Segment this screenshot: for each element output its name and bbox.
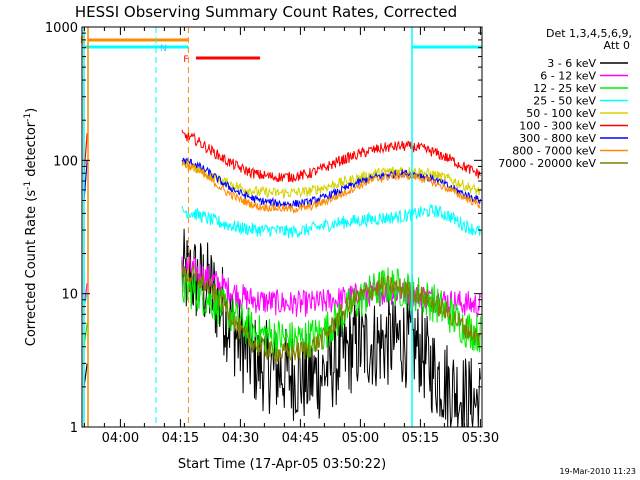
legend-entry-label: 800 - 7000 keV: [512, 145, 596, 158]
legend-entry-label: 300 - 800 keV: [519, 132, 596, 145]
flag-n-label: N: [160, 44, 167, 54]
series-line: [181, 264, 481, 363]
x-tick-label: 04:00: [102, 431, 139, 446]
legend-entry-label: 12 - 25 keV: [533, 82, 596, 95]
legend-entry-label: 50 - 100 keV: [526, 107, 596, 120]
legend-entry-label: 100 - 300 keV: [519, 120, 596, 133]
legend-entry-label: 3 - 6 keV: [547, 57, 596, 70]
legend-header-line1: Det 1,3,4,5,6,9,: [546, 27, 632, 40]
legend-entry-label: 7000 - 20000 keV: [498, 157, 596, 170]
x-tick-label: 04:30: [222, 431, 259, 446]
series-line: [181, 203, 481, 239]
chart-title: HESSI Observing Summary Count Rates, Cor…: [75, 3, 457, 21]
x-tick-label: 04:45: [282, 431, 319, 446]
y-axis-title: Corrected Count Rate (s-1 detector-1): [23, 108, 39, 346]
series-line: [181, 256, 481, 318]
y-tick-label: 1: [70, 421, 78, 436]
x-tick-label: 04:15: [162, 431, 199, 446]
y-tick-label: 100: [53, 154, 78, 169]
series-layer: [83, 129, 481, 428]
y-axis-title-mid: detector: [24, 121, 39, 181]
timestamp-stamp: 19-Mar-2010 11:23: [560, 467, 637, 476]
series-line: [181, 159, 481, 214]
y-axis-title-end: ): [24, 108, 39, 113]
x-tick-label: 05:00: [342, 431, 379, 446]
series-line: [181, 157, 481, 208]
x-tick-label: 05:30: [462, 431, 499, 446]
plot-frame: [81, 26, 483, 428]
x-tick-label: 05:15: [402, 431, 439, 446]
legend-header-line2: Att 0: [604, 39, 630, 52]
x-axis: 04:00 04:15 04:30 04:45 05:00 05:15 05:30: [83, 27, 499, 446]
flag-f-label: F: [183, 55, 188, 65]
y-axis-title-sup2: -1: [23, 113, 33, 122]
series-line: [181, 159, 481, 199]
x-axis-title: Start Time (17-Apr-05 03:50:22): [178, 457, 386, 472]
flag-e-label: E: [80, 36, 86, 46]
legend-entry-label: 6 - 12 keV: [540, 70, 596, 83]
y-axis-title-sup1: -1: [23, 181, 33, 190]
y-tick-label: 1000: [45, 21, 78, 36]
y-axis-title-main: Corrected Count Rate (s: [24, 190, 39, 347]
y-axis: 1 10 100 1000: [45, 21, 482, 436]
legend-entry-label: 25 - 50 keV: [533, 95, 596, 108]
series-line: [181, 129, 481, 183]
y-tick-label: 10: [61, 288, 78, 303]
